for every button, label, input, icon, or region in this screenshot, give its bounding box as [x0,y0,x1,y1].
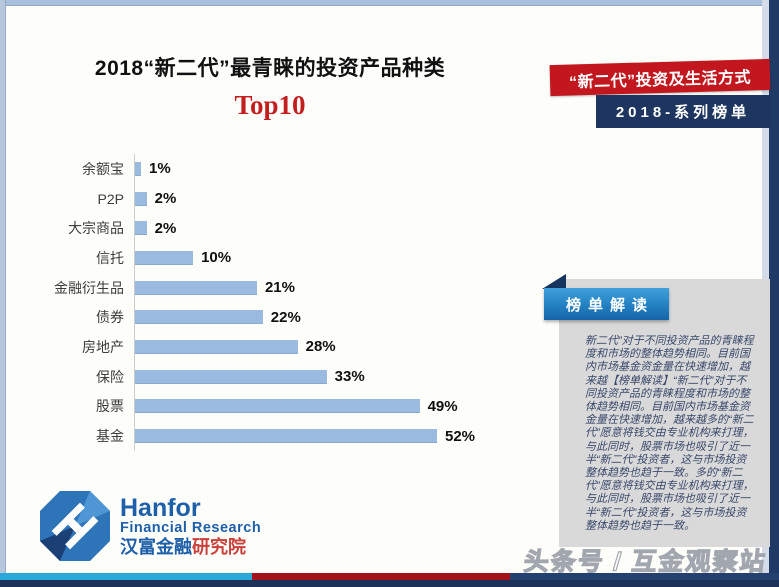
bar-track: 33% [134,361,539,392]
insight-panel: 新二代”对于不同投资产品的青睐程度和市场的整体趋势相同。目前国内市场基金资金量在… [559,279,770,547]
value-label: 49% [427,397,458,415]
bar [135,399,420,414]
chart-row: 债券 22% [14,302,539,333]
slide-right-edge-navy [769,0,779,587]
ribbon-fold-triangle [542,274,566,289]
bar [135,250,194,265]
category-label: 金融衍生品 [54,279,124,296]
chart-row: 金融衍生品 21% [14,272,539,303]
bar [135,221,147,236]
category-label: 基金 [96,428,124,445]
value-label: 52% [445,427,476,445]
series-banner-red: “新二代”投资及生活方式 [549,58,771,97]
insight-body-text: 新二代”对于不同投资产品的青睐程度和市场的整体趋势相同。目前国内市场基金资金量在… [585,335,754,532]
bar [135,339,298,354]
value-label: 2% [154,219,177,237]
insight-header-ribbon: 榜单解读 [544,288,669,320]
bar [135,191,147,206]
category-label: 余额宝 [82,160,124,177]
chart-row: 余额宝 1% [14,154,539,184]
bar [135,280,257,295]
bar-track: 2% [134,183,539,214]
hanfor-logo-text: Hanfor Financial Research 汉富金融研究院 [120,495,261,557]
chart-row: 股票 49% [14,391,539,422]
logo-cn-blue: 汉富金融 [120,537,192,558]
bar-track: 22% [134,302,539,333]
value-label: 33% [334,368,365,386]
category-label: 大宗商品 [68,220,124,237]
category-label: 房地产 [82,338,124,355]
page-subtitle: Top10 [234,90,306,120]
category-label: 信托 [96,249,124,266]
bar [135,161,141,176]
watermark-text: 头条号 / 互金观察站 [522,547,769,576]
bar-track: 49% [134,391,539,422]
bottom-stripe-navy [510,573,779,580]
bar-track: 52% [134,421,539,451]
window-top-edge [0,0,779,6]
chart-row: 大宗商品 2% [14,213,539,244]
value-label: 21% [264,279,295,297]
bar-chart: 余额宝 1% P2P 2% 大宗商品 2% 信托 10% 金融衍生品 21% 债券 22% 房地产 28%… [14,154,539,451]
hanfor-logo-icon [40,491,110,561]
chart-row: 信托 10% [14,243,539,273]
series-banner-navy: 2018-系列榜单 [596,95,770,128]
category-label: 保险 [96,368,124,385]
value-label: 10% [201,249,232,267]
category-label: P2P [97,190,124,207]
bar [135,429,437,444]
chart-row: P2P 2% [14,183,539,214]
hanfor-logo: Hanfor Financial Research 汉富金融研究院 [38,489,261,563]
bar-track: 2% [134,213,539,244]
page-title: 2018“新二代”最青睐的投资产品种类 [94,57,446,80]
bar-track: 1% [134,154,539,184]
bottom-stripe-red [252,573,510,580]
bar-track: 28% [134,332,539,362]
logo-cn-red: 研究院 [192,537,246,558]
logo-chinese-name: 汉富金融研究院 [120,538,261,557]
bar [135,310,263,325]
window-left-edge [0,0,6,587]
logo-name: Hanfor [120,493,201,522]
title-block: 2018“新二代”最青睐的投资产品种类 Top10 [10,52,530,121]
chart-row: 房地产 28% [14,332,539,362]
value-label: 1% [149,160,171,178]
category-label: 股票 [96,398,124,415]
bar-track: 21% [134,272,539,303]
bar-track: 10% [134,243,539,273]
logo-subtitle: Financial Research [120,520,262,537]
bar-chart-rows: 余额宝 1% P2P 2% 大宗商品 2% 信托 10% 金融衍生品 21% 债券 22% 房地产 28%… [14,154,539,451]
category-label: 债券 [96,309,124,326]
chart-row: 基金 52% [14,421,539,451]
value-label: 28% [305,338,336,356]
value-label: 2% [154,190,177,208]
chart-row: 保险 33% [14,361,539,392]
bottom-bar-navy [0,580,779,587]
bottom-stripe-cyan [0,573,252,580]
value-label: 22% [270,308,301,326]
bar [135,369,327,384]
